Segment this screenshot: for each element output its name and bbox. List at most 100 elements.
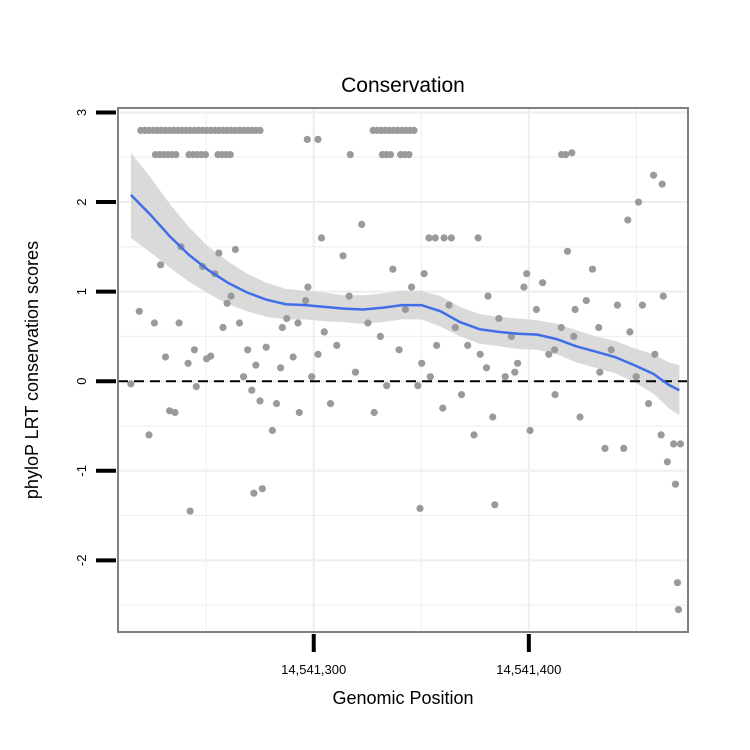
y-tick-label: -2: [74, 555, 89, 567]
data-point: [414, 382, 422, 390]
data-point: [634, 198, 643, 206]
data-point: [601, 444, 609, 452]
confidence-band-layer: [130, 152, 680, 416]
data-point: [235, 319, 244, 327]
data-point: [451, 323, 459, 332]
data-point: [223, 299, 231, 307]
data-point: [231, 245, 239, 254]
data-point: [405, 151, 413, 159]
data-point: [302, 297, 310, 305]
data-point: [135, 307, 143, 315]
data-point: [670, 440, 678, 448]
data-point: [150, 319, 158, 327]
data-point: [659, 292, 667, 300]
data-point: [595, 323, 603, 332]
data-point: [326, 400, 335, 408]
data-point: [491, 501, 499, 509]
data-point: [256, 397, 264, 405]
data-point: [626, 328, 634, 336]
data-point: [607, 346, 615, 354]
data-point: [562, 151, 570, 159]
data-point: [426, 373, 434, 381]
data-point: [576, 413, 584, 421]
data-point: [570, 332, 578, 340]
data-point: [523, 270, 531, 278]
y-tick-label: 1: [74, 288, 89, 295]
data-point: [333, 341, 341, 349]
data-point: [568, 149, 576, 157]
data-point: [215, 249, 223, 257]
data-point: [526, 426, 534, 435]
data-point: [520, 283, 528, 291]
data-point: [157, 261, 165, 269]
data-point: [277, 364, 285, 372]
data-point: [470, 431, 478, 439]
data-point: [358, 220, 366, 228]
y-axis: -2 -1 0 1 2 3: [74, 109, 116, 566]
x-axis-title: Genomic Position: [332, 688, 473, 708]
data-point: [582, 297, 590, 305]
data-point: [268, 426, 276, 435]
data-point: [410, 126, 418, 134]
data-point: [345, 292, 353, 300]
data-point: [389, 265, 397, 273]
data-point: [663, 458, 672, 466]
data-point: [624, 216, 632, 224]
data-point: [240, 373, 248, 381]
data-point: [395, 346, 403, 354]
data-point: [250, 489, 258, 497]
data-point: [283, 314, 291, 323]
data-point: [588, 265, 597, 273]
grid: [118, 108, 688, 632]
data-point: [186, 507, 194, 515]
smooth-curve: [130, 194, 680, 392]
data-point: [161, 353, 170, 361]
x-axis: 14,541,300 14,541,400: [281, 634, 561, 677]
data-points: [127, 126, 685, 614]
data-point: [658, 180, 666, 188]
y-tick-label: 0: [74, 378, 89, 385]
y-tick-label: 2: [74, 198, 89, 205]
data-point: [244, 346, 252, 354]
data-point: [201, 151, 210, 159]
data-point: [408, 283, 416, 291]
data-point: [227, 292, 235, 300]
data-point: [248, 386, 256, 394]
data-point: [252, 361, 260, 369]
data-point: [620, 444, 628, 452]
data-point: [401, 305, 409, 314]
data-point: [545, 350, 553, 358]
data-point: [474, 234, 482, 242]
data-point: [676, 440, 685, 448]
data-point: [351, 368, 360, 376]
data-point: [551, 391, 559, 399]
data-point: [386, 151, 395, 159]
data-point: [219, 323, 227, 332]
data-point: [439, 404, 447, 412]
data-point: [308, 373, 316, 381]
data-point: [303, 135, 311, 143]
data-point: [314, 350, 322, 358]
data-point: [376, 332, 384, 340]
data-point: [295, 408, 303, 417]
data-point: [650, 171, 658, 179]
data-point: [495, 314, 503, 323]
data-point: [511, 368, 519, 376]
x-tick-label: 14,541,300: [281, 662, 346, 677]
data-point: [192, 383, 200, 391]
data-point: [145, 431, 153, 439]
data-point: [514, 359, 522, 367]
y-tick-label: 3: [74, 109, 89, 116]
data-point: [346, 151, 354, 159]
data-point: [190, 346, 198, 354]
data-point: [171, 408, 179, 417]
data-point: [674, 606, 683, 614]
data-point: [539, 279, 547, 287]
data-point: [482, 364, 491, 372]
data-point: [596, 368, 604, 376]
data-point: [383, 382, 391, 390]
data-point: [501, 373, 509, 381]
data-point: [613, 301, 622, 309]
data-point: [418, 359, 426, 367]
data-point: [645, 400, 653, 408]
